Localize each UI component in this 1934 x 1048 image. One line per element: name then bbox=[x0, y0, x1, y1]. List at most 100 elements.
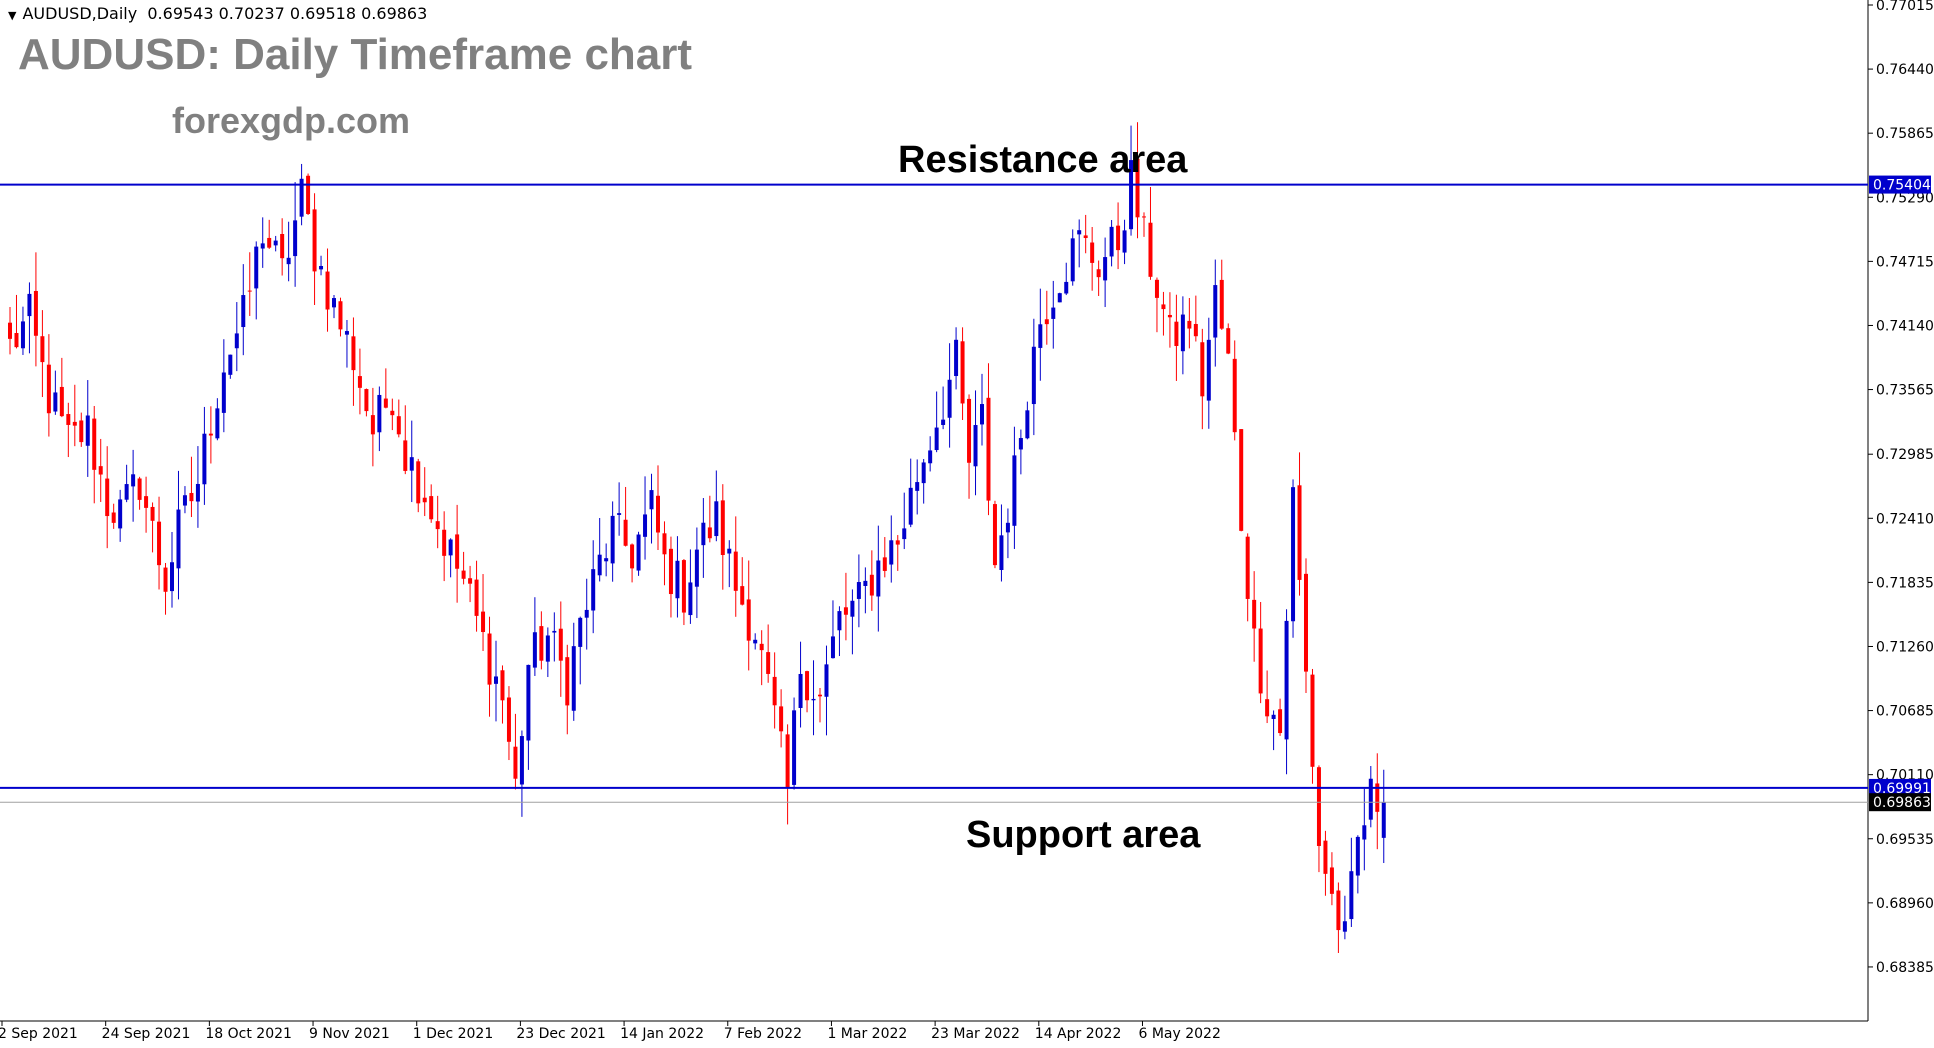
chart-title: AUDUSD: Daily Timeframe chart bbox=[18, 30, 693, 79]
candle-body bbox=[532, 632, 537, 668]
candle-body bbox=[137, 478, 142, 500]
y-tick-label: 0.76440 bbox=[1876, 62, 1934, 78]
candle-body bbox=[824, 664, 829, 697]
candle-body bbox=[766, 652, 771, 674]
candle-body bbox=[241, 295, 246, 328]
candle-body bbox=[286, 257, 291, 265]
x-tick-label: 9 Nov 2021 bbox=[309, 1026, 390, 1042]
candle-body bbox=[422, 497, 427, 503]
level-price-label: 0.69991 bbox=[1873, 781, 1931, 797]
candle-body bbox=[999, 535, 1004, 570]
candle-body bbox=[856, 582, 861, 599]
watermark-text: forexgdp.com bbox=[172, 100, 411, 141]
candle-body bbox=[144, 496, 149, 508]
candle-body bbox=[189, 492, 194, 502]
x-tick-label: 23 Dec 2021 bbox=[516, 1026, 605, 1042]
candle-body bbox=[863, 580, 868, 586]
candle-body bbox=[364, 389, 369, 412]
candle-body bbox=[1180, 314, 1185, 352]
candle-body bbox=[79, 420, 84, 443]
candle-body bbox=[53, 392, 58, 412]
candle-body bbox=[332, 298, 336, 308]
candle-body bbox=[707, 527, 712, 539]
x-tick-label: 1 Mar 2022 bbox=[827, 1026, 907, 1042]
support-annotation: Support area bbox=[966, 814, 1201, 856]
candle-body bbox=[779, 706, 784, 732]
candle-body bbox=[908, 487, 913, 525]
y-tick-label: 0.70685 bbox=[1876, 704, 1934, 720]
candle-body bbox=[1090, 242, 1095, 263]
candle-body bbox=[85, 415, 90, 446]
candle-body bbox=[1122, 230, 1127, 253]
candle-body bbox=[623, 519, 628, 546]
candle-body bbox=[1316, 767, 1321, 846]
candle-body bbox=[461, 570, 466, 579]
candle-body bbox=[681, 560, 686, 613]
candle-body bbox=[293, 220, 298, 257]
ohlc-readout: 0.69543 0.70237 0.69518 0.69863 bbox=[147, 4, 428, 23]
candle-body bbox=[1226, 328, 1231, 354]
candle-body bbox=[1349, 871, 1354, 920]
candle-body bbox=[1025, 410, 1030, 439]
candle-body bbox=[468, 578, 473, 584]
candle-body bbox=[986, 397, 991, 501]
candle-body bbox=[805, 671, 810, 701]
candle-body bbox=[558, 628, 563, 661]
candle-body bbox=[357, 376, 362, 388]
candle-body bbox=[111, 512, 116, 523]
candle-body bbox=[157, 521, 162, 566]
candle-body bbox=[448, 539, 453, 556]
y-tick-label: 0.72985 bbox=[1876, 447, 1934, 463]
x-tick-label: 1 Dec 2021 bbox=[413, 1026, 494, 1042]
candle-body bbox=[254, 246, 259, 289]
candle-body bbox=[1167, 314, 1172, 318]
candle-body bbox=[429, 496, 434, 520]
candle-body bbox=[1154, 279, 1159, 298]
candle-body bbox=[992, 504, 997, 566]
candle-body bbox=[280, 234, 285, 259]
y-tick-label: 0.73565 bbox=[1876, 383, 1934, 399]
candle-body bbox=[701, 522, 706, 546]
candle-body bbox=[1031, 346, 1036, 405]
candle-body bbox=[792, 710, 797, 785]
candle-body bbox=[494, 676, 498, 684]
candle-body bbox=[584, 609, 589, 618]
triangle-down-icon[interactable]: ▼ bbox=[8, 9, 17, 22]
candle-body bbox=[662, 533, 667, 555]
candle-body bbox=[98, 466, 103, 475]
candle-body bbox=[630, 544, 635, 569]
candle-body bbox=[837, 611, 842, 631]
x-tick-label: 23 Mar 2022 bbox=[931, 1026, 1020, 1042]
candle-body bbox=[967, 398, 972, 463]
candle-body bbox=[234, 333, 239, 349]
candle-body bbox=[656, 495, 660, 533]
candle-body bbox=[442, 529, 447, 556]
candle-body bbox=[928, 450, 933, 464]
candle-body bbox=[325, 271, 330, 310]
candle-body bbox=[753, 639, 758, 644]
candle-body bbox=[176, 509, 181, 569]
candle-body bbox=[33, 290, 38, 336]
candle-body bbox=[306, 175, 311, 214]
candle-body bbox=[403, 440, 408, 471]
candle-body bbox=[124, 484, 129, 500]
candle-body bbox=[895, 540, 900, 545]
candle-body bbox=[20, 321, 25, 349]
candle-body bbox=[811, 698, 816, 701]
candle-body bbox=[740, 586, 745, 605]
candle-body bbox=[1232, 358, 1237, 433]
chart-header: ▼ AUDUSD,Daily 0.69543 0.70237 0.69518 0.… bbox=[8, 4, 427, 23]
candle-body bbox=[694, 549, 699, 587]
candle-body bbox=[150, 506, 155, 521]
level-price-tag bbox=[1869, 778, 1931, 797]
y-tick-label: 0.69535 bbox=[1876, 832, 1934, 848]
candle-body bbox=[1038, 324, 1043, 348]
candle-body bbox=[118, 499, 123, 529]
current-price-label: 0.69863 bbox=[1873, 795, 1931, 811]
candle-body bbox=[526, 664, 531, 741]
candle-body bbox=[720, 500, 725, 556]
candle-body bbox=[1284, 620, 1289, 740]
candle-body bbox=[843, 607, 848, 615]
